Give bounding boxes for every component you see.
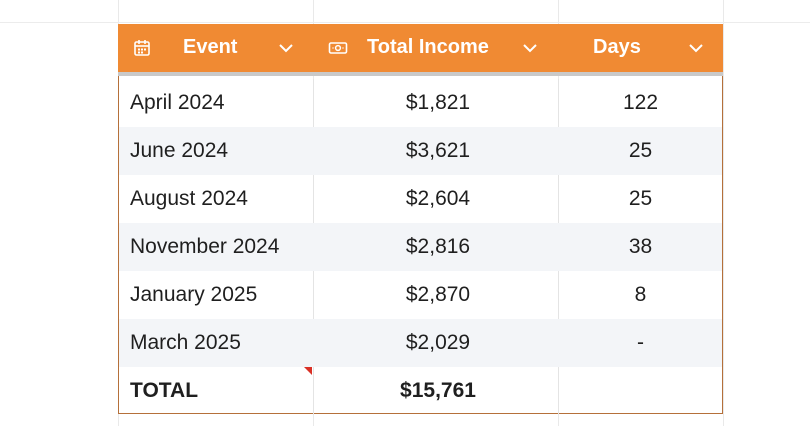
table-body: April 2024 $1,821 122 June 2024 $3,621 2…: [119, 79, 722, 415]
days-cell[interactable]: 25: [628, 139, 653, 162]
column-divider: [558, 79, 559, 127]
chevron-down-icon[interactable]: [277, 39, 295, 57]
grid-line: [723, 0, 724, 426]
total-income-cell[interactable]: $15,761: [400, 379, 476, 402]
column-divider: [313, 175, 314, 223]
income-cell[interactable]: $2,029: [405, 331, 471, 354]
column-header-label: Total Income: [367, 36, 489, 58]
event-cell[interactable]: August 2024: [130, 187, 248, 210]
column-header-days[interactable]: Days: [558, 24, 723, 72]
days-cell[interactable]: 38: [628, 235, 653, 258]
event-cell[interactable]: June 2024: [130, 139, 229, 162]
column-header-label: Event: [183, 36, 238, 58]
income-cell[interactable]: $3,621: [405, 139, 471, 162]
days-cell[interactable]: 8: [634, 283, 647, 306]
table-header: Event Total Income Days: [118, 24, 723, 76]
table-row[interactable]: November 2024 $2,816 38: [119, 223, 722, 271]
income-cell[interactable]: $2,816: [405, 235, 471, 258]
column-divider: [313, 79, 314, 127]
income-cell[interactable]: $2,870: [405, 283, 471, 306]
chevron-down-icon[interactable]: [687, 39, 705, 57]
table-row[interactable]: March 2025 $2,029 -: [119, 319, 722, 367]
event-cell[interactable]: January 2025: [130, 283, 258, 306]
column-header-event[interactable]: Event: [118, 24, 316, 72]
event-cell[interactable]: March 2025: [130, 331, 241, 354]
total-row[interactable]: TOTAL $15,761: [119, 367, 722, 415]
column-divider: [558, 271, 559, 319]
days-cell[interactable]: 25: [628, 187, 653, 210]
chevron-down-icon[interactable]: [521, 39, 539, 57]
event-cell[interactable]: April 2024: [130, 91, 225, 114]
table-row[interactable]: August 2024 $2,604 25: [119, 175, 722, 223]
cash-icon: [328, 42, 348, 54]
table-row[interactable]: June 2024 $3,621 25: [119, 127, 722, 175]
total-days-cell[interactable]: [559, 367, 722, 415]
days-cell[interactable]: -: [637, 331, 644, 354]
total-label-cell[interactable]: TOTAL: [130, 379, 199, 402]
column-divider: [313, 367, 314, 415]
income-cell[interactable]: $1,821: [405, 91, 471, 114]
column-divider: [558, 175, 559, 223]
comment-indicator-icon[interactable]: [304, 367, 312, 375]
event-cell[interactable]: November 2024: [130, 235, 280, 258]
column-header-total-income[interactable]: Total Income: [316, 24, 558, 72]
table-border: [118, 24, 723, 414]
column-divider: [313, 271, 314, 319]
grid-line: [0, 22, 810, 23]
column-divider: [558, 367, 559, 415]
days-cell[interactable]: 122: [622, 91, 659, 114]
table-row[interactable]: April 2024 $1,821 122: [119, 79, 722, 127]
table-row[interactable]: January 2025 $2,870 8: [119, 271, 722, 319]
column-header-label: Days: [593, 36, 641, 58]
income-cell[interactable]: $2,604: [405, 187, 471, 210]
calendar-icon: [134, 40, 150, 56]
